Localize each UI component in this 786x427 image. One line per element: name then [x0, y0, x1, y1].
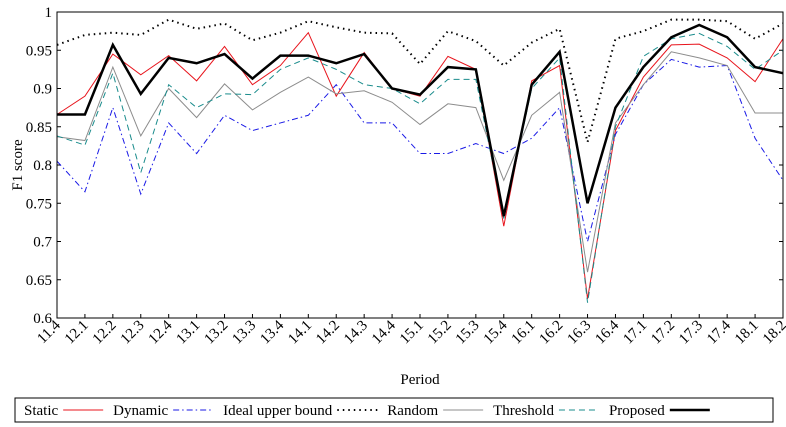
legend-label: Static: [24, 403, 59, 419]
series-line: [56, 58, 784, 242]
x-axis-label: Period: [400, 372, 440, 388]
y-tick-label: 0.9: [33, 82, 52, 98]
x-tick-label: 13.3: [229, 318, 259, 348]
y-tick-label: 0.6: [33, 311, 52, 327]
x-tick-label: 18.2: [760, 318, 786, 348]
series-line: [56, 18, 784, 147]
x-tick-label: 17.3: [676, 318, 706, 348]
y-tick-label: 0.95: [26, 43, 52, 59]
legend-label: Random: [387, 403, 438, 419]
x-tick-label: 12.2: [90, 318, 120, 348]
y-tick-label: 0.8: [33, 158, 52, 174]
y-tick-label: 0.7: [33, 235, 52, 251]
x-tick-label: 16.3: [564, 318, 594, 348]
series-line: [56, 31, 784, 299]
y-tick-label: 0.65: [26, 273, 52, 289]
series-line: [57, 23, 784, 217]
x-tick-label: 16.1: [509, 318, 539, 348]
legend-box: [14, 397, 774, 423]
x-tick-label: 15.4: [481, 317, 511, 347]
y-tick-label: 0.75: [26, 196, 52, 212]
x-tick-label: 14.3: [341, 318, 371, 348]
y-tick-label: 1: [45, 5, 53, 21]
legend-label: Threshold: [493, 403, 554, 419]
x-tick-label: 17.4: [704, 317, 734, 347]
y-axis-label: F1 score: [10, 139, 26, 191]
legend-label: Dynamic: [113, 403, 168, 419]
series-line: [56, 51, 783, 273]
x-tick-label: 14.4: [369, 317, 399, 347]
x-tick-label: 18.1: [732, 318, 762, 348]
legend-label: Proposed: [609, 403, 665, 419]
x-tick-label: 12.1: [62, 318, 92, 348]
x-tick-label: 12.3: [118, 318, 148, 348]
x-tick-label: 12.4: [146, 317, 176, 347]
x-tick-label: 15.3: [453, 318, 483, 348]
x-tick-label: 13.1: [174, 318, 204, 348]
x-tick-label: 15.1: [397, 318, 427, 348]
y-tick-label: 0.85: [26, 120, 52, 136]
x-tick-label: 17.2: [648, 318, 678, 348]
x-tick-label: 17.1: [620, 318, 650, 348]
x-tick-label: 13.4: [257, 317, 287, 347]
x-tick-label: 15.2: [425, 318, 455, 348]
x-tick-label: 13.2: [201, 318, 231, 348]
plot-frame: [56, 11, 784, 319]
legend: Static Dynamic Ideal upper bound Random Thre…: [14, 397, 774, 423]
x-tick-label: 14.1: [285, 318, 315, 348]
x-tick-label: 16.2: [537, 318, 567, 348]
x-tick-label: 16.4: [592, 317, 622, 347]
legend-label: Ideal upper bound: [223, 403, 333, 419]
x-tick-label: 14.2: [313, 318, 343, 348]
series-line: [56, 32, 784, 303]
